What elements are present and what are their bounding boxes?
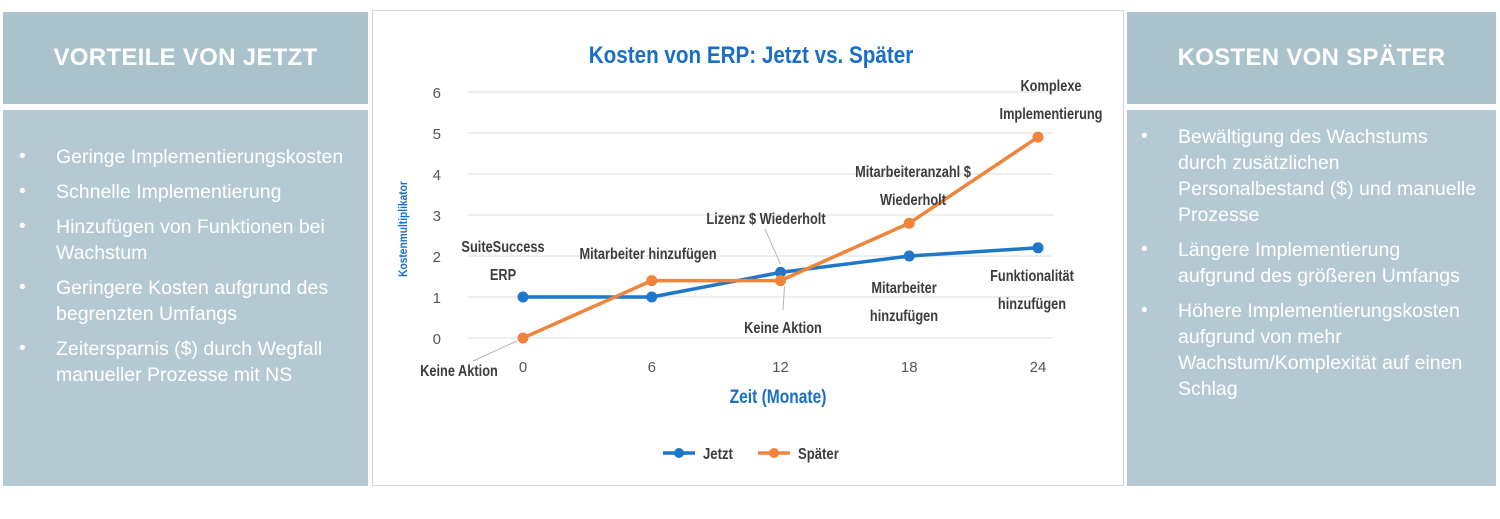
y-tick-label: 4 [433,167,441,184]
right-bullet-list: Bewältigung des Wachstums durch zusätzli… [1139,124,1478,402]
left-panel-body: Geringe Implementierungskosten Schnelle … [3,110,368,486]
left-panel-header: VORTEILE VON JETZT [3,12,368,104]
data-point [1032,242,1044,254]
annotation-leader [764,228,781,265]
data-point [517,332,529,344]
right-panel-header: KOSTEN VON SPÄTER [1127,12,1496,104]
y-tick-label: 2 [433,249,441,266]
list-item: Hinzufügen von Funktionen bei Wachstum [17,214,350,266]
annotation-leader [472,340,518,362]
data-point [646,275,658,287]
data-point [775,275,786,287]
cost-chart: Kosten von ERP: Jetzt vs. Später 0123456… [397,42,1103,464]
annotation-label: Wiederholt [880,192,946,210]
list-item: Schnelle Implementierung [17,179,350,205]
data-point [517,291,529,303]
x-tick-label: 24 [1030,359,1047,376]
list-item: Zeitersparnis ($) durch Wegfall manuelle… [17,336,350,388]
x-tick-label: 0 [519,359,527,376]
annotation-label: Mitarbeiter [871,280,937,298]
data-point [646,291,658,303]
y-tick-label: 6 [433,85,441,102]
annotation-label: Komplexe [1020,78,1081,96]
annotation-label: hinzufügen [870,308,938,326]
legend: Jetzt Später [663,446,839,463]
legend-marker [769,448,779,458]
left-panel-title: VORTEILE VON JETZT [53,44,318,71]
annotation-label: Lizenz $ Wiederholt [706,211,825,229]
annotation-leader [782,286,785,311]
annotation-label: SuiteSuccess [461,239,544,257]
list-item: Bewältigung des Wachstums durch zusätzli… [1139,124,1478,228]
y-axis-label: Kostenmultiplikator [397,181,410,277]
annotation-label: Implementierung [1000,106,1103,124]
x-tick-label: 12 [772,359,789,376]
x-tick-label: 18 [901,359,918,376]
list-item: Höhere Implementierungskosten aufgrund v… [1139,298,1478,402]
legend-marker [674,448,684,458]
y-tick-label: 1 [433,290,441,307]
chart-title: Kosten von ERP: Jetzt vs. Später [589,42,914,69]
annotation-label: hinzufügen [998,296,1066,314]
annotation-label: Mitarbeiteranzahl $ [855,164,971,182]
x-axis-label: Zeit (Monate) [730,386,827,408]
data-point [1032,131,1044,143]
right-panel-title: KOSTEN VON SPÄTER [1177,44,1446,71]
x-tick-label: 6 [648,359,656,376]
list-item: Geringe Implementierungskosten [17,144,350,170]
data-point [775,266,786,278]
annotation-label: Keine Aktion [744,320,822,338]
annotation-label: Funktionalität [990,268,1074,286]
legend-label: Jetzt [703,446,733,463]
left-bullet-list: Geringe Implementierungskosten Schnelle … [17,144,350,388]
annotation-label: Keine Aktion [420,363,498,381]
legend-label: Später [798,446,839,463]
data-point [903,250,915,262]
annotation-label: ERP [490,267,517,285]
right-panel-body: Bewältigung des Wachstums durch zusätzli… [1127,110,1496,486]
list-item: Längere Implementierung aufgrund des grö… [1139,237,1478,289]
list-item: Geringere Kosten aufgrund des begrenzten… [17,275,350,327]
annotation-label: Mitarbeiter hinzufügen [579,246,716,264]
y-tick-label: 0 [433,331,441,348]
data-point [903,217,915,229]
y-tick-label: 3 [433,208,441,225]
y-tick-label: 5 [433,126,441,143]
